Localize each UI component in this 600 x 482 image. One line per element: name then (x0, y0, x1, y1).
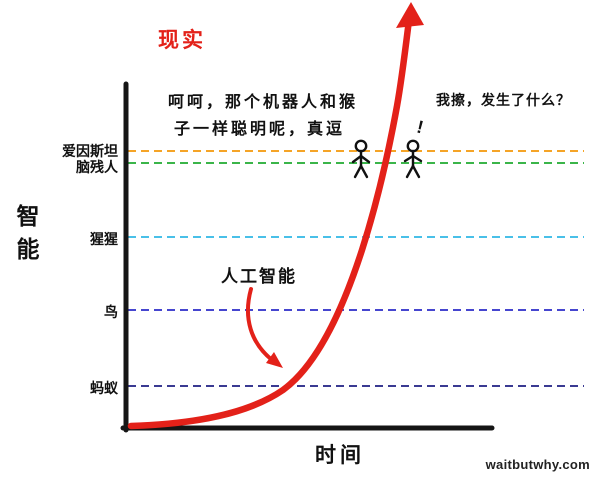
y-tick-chimp: 猩猩 (90, 231, 118, 247)
speech-left-line1: 呵呵，那个机器人和猴 (168, 94, 359, 111)
x-axis-label: 时间 (315, 444, 365, 467)
curve-series-label: 人工智能 (221, 267, 297, 286)
watermark-text: waitbutwhy.com (485, 457, 590, 472)
y-tick-einstein: 爱因斯坦 (62, 143, 118, 159)
speech-right-text: 我擦，发生了什么？ (436, 92, 571, 108)
ai-growth-curve (127, 16, 413, 430)
stick-figure-right-icon (403, 139, 423, 179)
y-tick-bird: 鸟 (104, 304, 118, 320)
stick-figure-left-icon (351, 139, 371, 179)
curve-arrowhead-icon (396, 2, 424, 28)
chart-title: 现实 (158, 29, 206, 52)
pointer-arrowhead-icon (266, 352, 283, 368)
y-tick-ant: 蚂蚁 (90, 380, 118, 396)
speech-left-line2: 子一样聪明呢，真逗 (174, 121, 346, 138)
curve-pointer-arrow (246, 287, 274, 362)
y-tick-dumb-human: 脑残人 (76, 159, 118, 175)
y-axis-label: 智能 (16, 203, 40, 263)
